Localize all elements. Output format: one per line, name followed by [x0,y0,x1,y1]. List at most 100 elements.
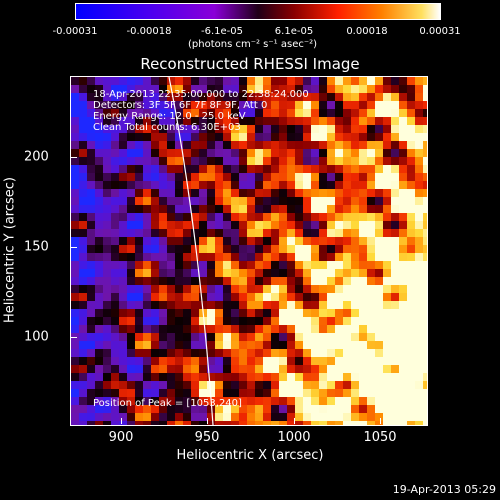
flux-pixel [127,85,135,93]
flux-pixel [247,221,255,229]
flux-pixel [231,301,239,309]
flux-pixel [359,261,367,269]
flux-pixel [79,85,87,93]
y-tick-label: 100 [24,329,49,345]
flux-pixel [351,277,359,285]
flux-pixel [399,141,407,149]
flux-pixel [207,117,215,125]
flux-pixel [151,157,159,165]
flux-pixel [263,181,271,189]
flux-pixel [87,285,95,293]
flux-pixel [175,373,183,381]
flux-pixel [247,301,255,309]
flux-pixel [167,181,175,189]
flux-pixel [319,213,327,221]
flux-pixel [327,165,335,173]
flux-pixel [199,205,207,213]
flux-pixel [231,93,239,101]
flux-pixel [319,325,327,333]
flux-pixel [295,149,303,157]
flux-pixel [255,365,263,373]
flux-pixel [343,389,351,397]
flux-pixel [271,133,279,141]
flux-pixel [311,221,319,229]
flux-pixel [111,333,119,341]
flux-pixel [239,421,247,425]
flux-pixel [367,269,375,277]
flux-pixel [271,197,279,205]
flux-pixel [247,149,255,157]
flux-pixel [231,277,239,285]
flux-pixel [255,293,263,301]
flux-pixel [223,269,231,277]
flux-pixel [375,125,383,133]
flux-pixel [271,317,279,325]
flux-pixel [383,197,391,205]
flux-pixel [183,109,191,117]
flux-pixel [415,285,423,293]
flux-pixel [199,173,207,181]
flux-pixel [119,165,127,173]
flux-pixel [71,421,79,425]
flux-pixel [207,301,215,309]
flux-pixel [191,85,199,93]
flux-pixel [343,309,351,317]
flux-pixel [87,117,95,125]
flux-pixel [295,285,303,293]
flux-pixel [351,253,359,261]
flux-pixel [391,333,399,341]
flux-pixel [215,173,223,181]
flux-pixel [111,85,119,93]
flux-pixel [375,157,383,165]
flux-pixel [167,389,175,397]
flux-pixel [375,301,383,309]
flux-pixel [231,325,239,333]
flux-pixel [151,125,159,133]
flux-pixel [191,221,199,229]
flux-pixel [167,189,175,197]
flux-pixel [175,421,183,425]
flux-pixel [391,261,399,269]
flux-pixel [159,165,167,173]
flux-pixel [79,253,87,261]
flux-pixel [247,405,255,413]
flux-pixel [87,149,95,157]
flux-pixel [239,245,247,253]
flux-pixel [231,333,239,341]
flux-pixel [223,405,231,413]
flux-pixel [359,277,367,285]
flux-pixel [231,357,239,365]
flux-pixel [407,405,415,413]
flux-pixel [311,341,319,349]
flux-pixel [71,245,79,253]
flux-pixel [287,173,295,181]
flux-pixel [175,165,183,173]
flux-pixel [111,413,119,421]
flux-pixel [343,357,351,365]
flux-pixel [399,205,407,213]
flux-pixel [375,189,383,197]
flux-pixel [191,293,199,301]
flux-pixel [95,181,103,189]
flux-pixel [71,149,79,157]
flux-pixel [71,357,79,365]
flux-pixel [215,157,223,165]
flux-pixel [287,269,295,277]
flux-pixel [71,213,79,221]
flux-pixel [231,317,239,325]
flux-pixel [359,421,367,425]
flux-pixel [239,261,247,269]
flux-pixel [279,189,287,197]
flux-pixel [199,85,207,93]
flux-pixel [71,413,79,421]
flux-pixel [135,213,143,221]
flux-pixel [391,405,399,413]
flux-pixel [367,325,375,333]
flux-pixel [119,357,127,365]
flux-pixel [383,205,391,213]
flux-pixel [183,389,191,397]
colorbar-tick: -0.00018 [126,26,172,37]
flux-pixel [79,189,87,197]
flux-pixel [311,213,319,221]
flux-pixel [367,197,375,205]
